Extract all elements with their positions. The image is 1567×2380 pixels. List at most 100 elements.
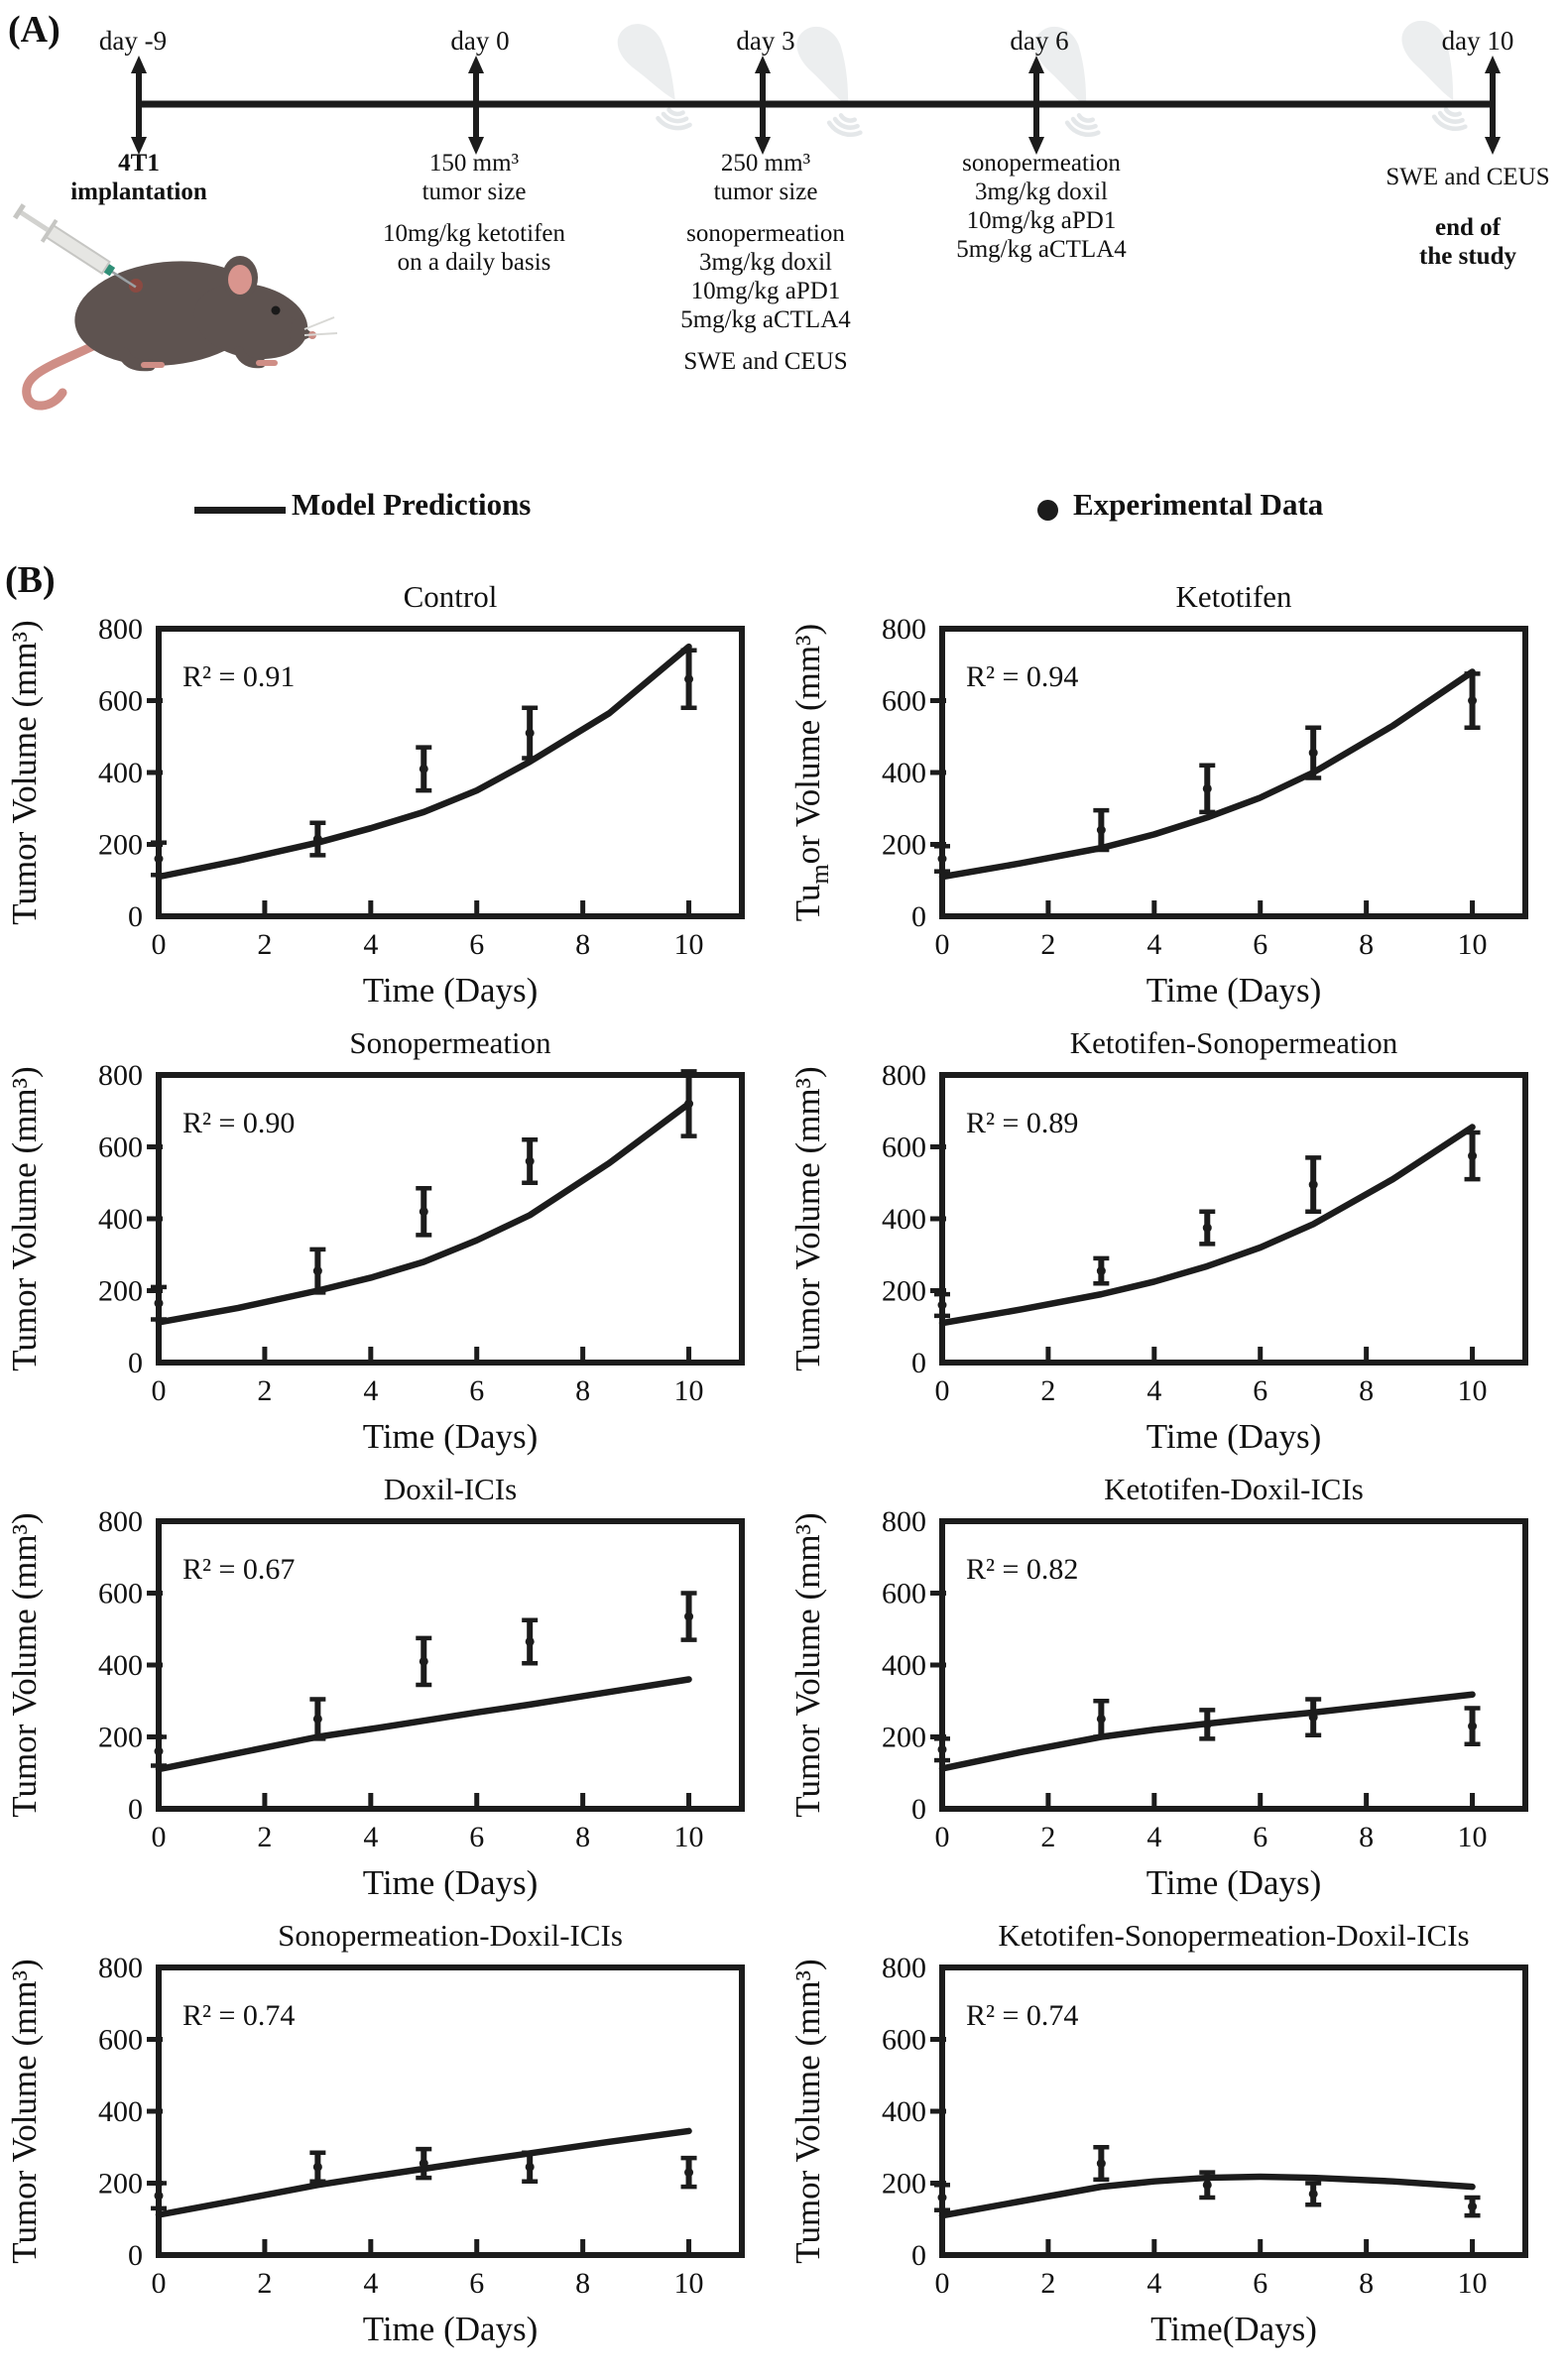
experimental-marker — [1202, 1720, 1212, 1729]
arrow-up-icon — [1485, 56, 1501, 73]
data-point — [1464, 1130, 1481, 1182]
timeline-day-label: day 6 — [1010, 26, 1069, 56]
data-point — [1199, 763, 1216, 815]
experimental-marker — [1202, 2180, 1212, 2190]
plot-border — [939, 626, 1528, 919]
probe-body — [1401, 20, 1454, 101]
data-point — [309, 1247, 326, 1295]
data-point — [1464, 1706, 1481, 1746]
y-tick-label: 200 — [98, 1275, 143, 1308]
chart-sonopermeation: 0 2 4 6 8 10 0 200 400 600 800 Sonopermeation R² = 0… — [0, 1013, 784, 1460]
probe-wave-icon — [1431, 114, 1468, 131]
y-tick-label: 600 — [98, 1131, 143, 1164]
experimental-marker — [1468, 1151, 1478, 1161]
timeline-event-day-9: 4T1 implantation — [0, 149, 288, 206]
plot-border — [156, 1964, 745, 2258]
data-point — [1199, 2170, 1216, 2201]
syringe-flange — [40, 218, 59, 243]
y-tick-label: 800 — [882, 613, 926, 646]
timeline-tick — [755, 56, 771, 155]
y-tick-label: 0 — [911, 900, 926, 933]
data-point — [1305, 1155, 1322, 1214]
probe-wave-icon — [656, 116, 692, 131]
probe-wave-icon — [1064, 120, 1101, 137]
x-tick-label: 0 — [152, 1821, 167, 1853]
chart-title: Ketotifen-Sonopermeation — [1070, 1025, 1398, 1060]
experimental-marker — [312, 834, 322, 844]
ultrasound-probe-icon — [1034, 26, 1101, 137]
experimental-marker — [154, 1746, 164, 1756]
mouse-whisker — [303, 332, 338, 336]
y-tick-label: 800 — [98, 1505, 143, 1538]
panel-a-label: (A) — [8, 9, 60, 51]
x-axis-label: Time (Days) — [363, 1863, 539, 1902]
experimental-marker — [1308, 1180, 1318, 1190]
data-point — [1093, 2145, 1110, 2183]
experimental-marker — [419, 2159, 428, 2169]
syringe-needle — [108, 268, 137, 289]
y-tick-label: 0 — [911, 2239, 926, 2272]
timeline-graphic — [12, 20, 1501, 411]
model-prediction-line — [938, 1124, 1476, 1327]
model-line-icon — [194, 507, 286, 514]
x-tick-label: 2 — [1040, 2267, 1055, 2300]
charts-grid: 0 2 4 6 8 10 0 200 400 600 800 Control R² = 0.91 Time… — [0, 567, 1567, 2352]
data-point — [151, 1734, 167, 1768]
experimental-marker — [684, 1099, 694, 1109]
x-axis-label: Time (Days) — [363, 971, 539, 1010]
experimental-marker — [1096, 825, 1106, 835]
r-squared-label: R² = 0.90 — [182, 1107, 295, 1139]
syringe-icon — [12, 203, 137, 289]
probe-body — [796, 26, 849, 107]
x-tick-label: 6 — [469, 928, 484, 961]
y-tick-label: 400 — [882, 1203, 926, 1236]
data-point — [680, 1069, 697, 1138]
y-tick-label: 800 — [882, 1505, 926, 1538]
data-point — [1199, 1708, 1216, 1741]
experimental-marker — [154, 854, 164, 864]
event-text: tumor size — [713, 178, 818, 205]
chart-ketotifen-doxil-icis: 0 2 4 6 8 10 0 200 400 600 800 Ketotifen-Doxil-ICIs… — [784, 1460, 1567, 1906]
event-text: 3mg/kg doxil — [698, 249, 833, 276]
data-point — [1093, 807, 1110, 853]
r-squared-label: R² = 0.94 — [966, 660, 1078, 693]
x-tick-label: 8 — [575, 1821, 590, 1853]
event-text: on a daily basis — [397, 249, 551, 276]
model-prediction-line — [155, 1100, 692, 1326]
x-tick-label: 6 — [469, 2267, 484, 2300]
x-tick-label: 2 — [257, 1374, 272, 1407]
x-tick-label: 6 — [1253, 2267, 1267, 2300]
chart-control: 0 2 4 6 8 10 0 200 400 600 800 Control R² = 0.91 Time… — [0, 567, 784, 1013]
model-prediction-line — [155, 643, 692, 881]
mouse-whisker — [303, 316, 335, 330]
x-axis-label: Time (Days) — [363, 2310, 539, 2348]
y-tick-label: 400 — [98, 1203, 143, 1236]
x-tick-label: 6 — [469, 1821, 484, 1853]
chart-title: Sonopermeation — [349, 1025, 551, 1060]
x-axis-label: Time (Days) — [1146, 971, 1322, 1010]
y-tick-label: 0 — [128, 1347, 143, 1379]
x-tick-label: 0 — [935, 1821, 950, 1853]
x-tick-label: 8 — [575, 928, 590, 961]
y-tick-label: 400 — [882, 757, 926, 789]
y-tick-label: 200 — [882, 1275, 926, 1308]
probe-body — [1034, 26, 1087, 107]
x-tick-label: 8 — [1359, 1374, 1374, 1407]
data-point — [1305, 1697, 1322, 1737]
mouse-head — [193, 283, 308, 360]
x-tick-label: 0 — [152, 2267, 167, 2300]
experimental-marker — [1202, 783, 1212, 793]
arrow-down-icon — [131, 137, 147, 155]
event-text: tumor size — [422, 178, 527, 205]
chart-svg: 0 2 4 6 8 10 0 200 400 600 800 Doxil-ICIs R² = 0.67 T… — [5, 1472, 745, 1902]
experimental-marker — [684, 1611, 694, 1621]
data-point — [680, 1591, 697, 1642]
x-tick-label: 2 — [1040, 928, 1055, 961]
arrow-up-icon — [131, 56, 147, 73]
y-tick-label: 200 — [882, 2168, 926, 2201]
plot-border — [939, 1964, 1528, 2258]
chart-title: Sonopermeation-Doxil-ICIs — [278, 1918, 623, 1953]
x-tick-label: 4 — [363, 1374, 378, 1407]
experimental-marker — [525, 1636, 535, 1646]
x-tick-label: 0 — [935, 2267, 950, 2300]
